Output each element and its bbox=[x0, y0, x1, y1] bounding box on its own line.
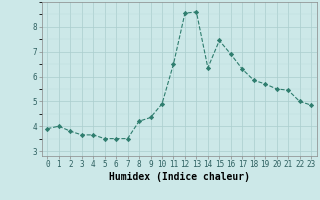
X-axis label: Humidex (Indice chaleur): Humidex (Indice chaleur) bbox=[109, 172, 250, 182]
